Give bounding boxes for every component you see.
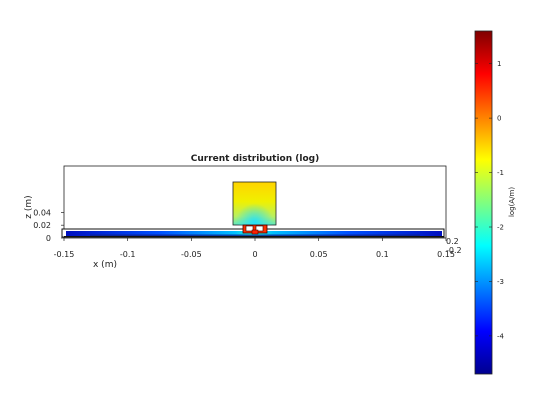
z-tick-label: 0.04 [33, 208, 51, 217]
y-tick-label: -0.2 [446, 246, 462, 255]
feed-structure [242, 224, 268, 235]
colorbar-gradient [474, 30, 493, 375]
x-tick-label: -0.15 [54, 250, 75, 259]
colorbar-tick-label: -2 [497, 224, 504, 232]
x-axis: -0.15 -0.1 -0.05 0 0.05 0.1 0.15 [54, 238, 455, 259]
x-tick-label: 0.05 [310, 250, 328, 259]
x-axis-label: x (m) [93, 260, 117, 270]
x-tick-label: -0.1 [120, 250, 136, 259]
colorbar: 1 0 -1 -2 -3 -4 log(A/m) [474, 30, 516, 375]
z-axis-label: z (m) [24, 195, 34, 218]
y-tick-label: 0.2 [446, 237, 459, 246]
colorbar-label: log(A/m) [508, 187, 516, 217]
z-tick-label: 0.02 [33, 221, 51, 230]
x-tick-label: -0.05 [181, 250, 202, 259]
chart-title: Current distribution (log) [191, 154, 319, 164]
z-axis: 0 0.02 0.04 [33, 208, 64, 243]
colorbar-tick-label: -3 [497, 278, 504, 286]
patch-block [232, 181, 277, 226]
colorbar-tick-label: 0 [497, 115, 501, 123]
x-tick-label: 0.15 [437, 250, 455, 259]
colorbar-tick-label: -4 [497, 332, 505, 340]
z-tick-label: 0 [46, 234, 51, 243]
y-depth-axis: 0.2-0.2 [446, 237, 462, 255]
colorbar-tick-label: -1 [497, 169, 504, 177]
x-tick-label: 0.1 [376, 250, 389, 259]
colorbar-ticks: 1 0 -1 -2 -3 -4 [475, 60, 505, 340]
colorbar-tick-label: 1 [497, 60, 501, 68]
x-tick-label: 0 [252, 250, 257, 259]
